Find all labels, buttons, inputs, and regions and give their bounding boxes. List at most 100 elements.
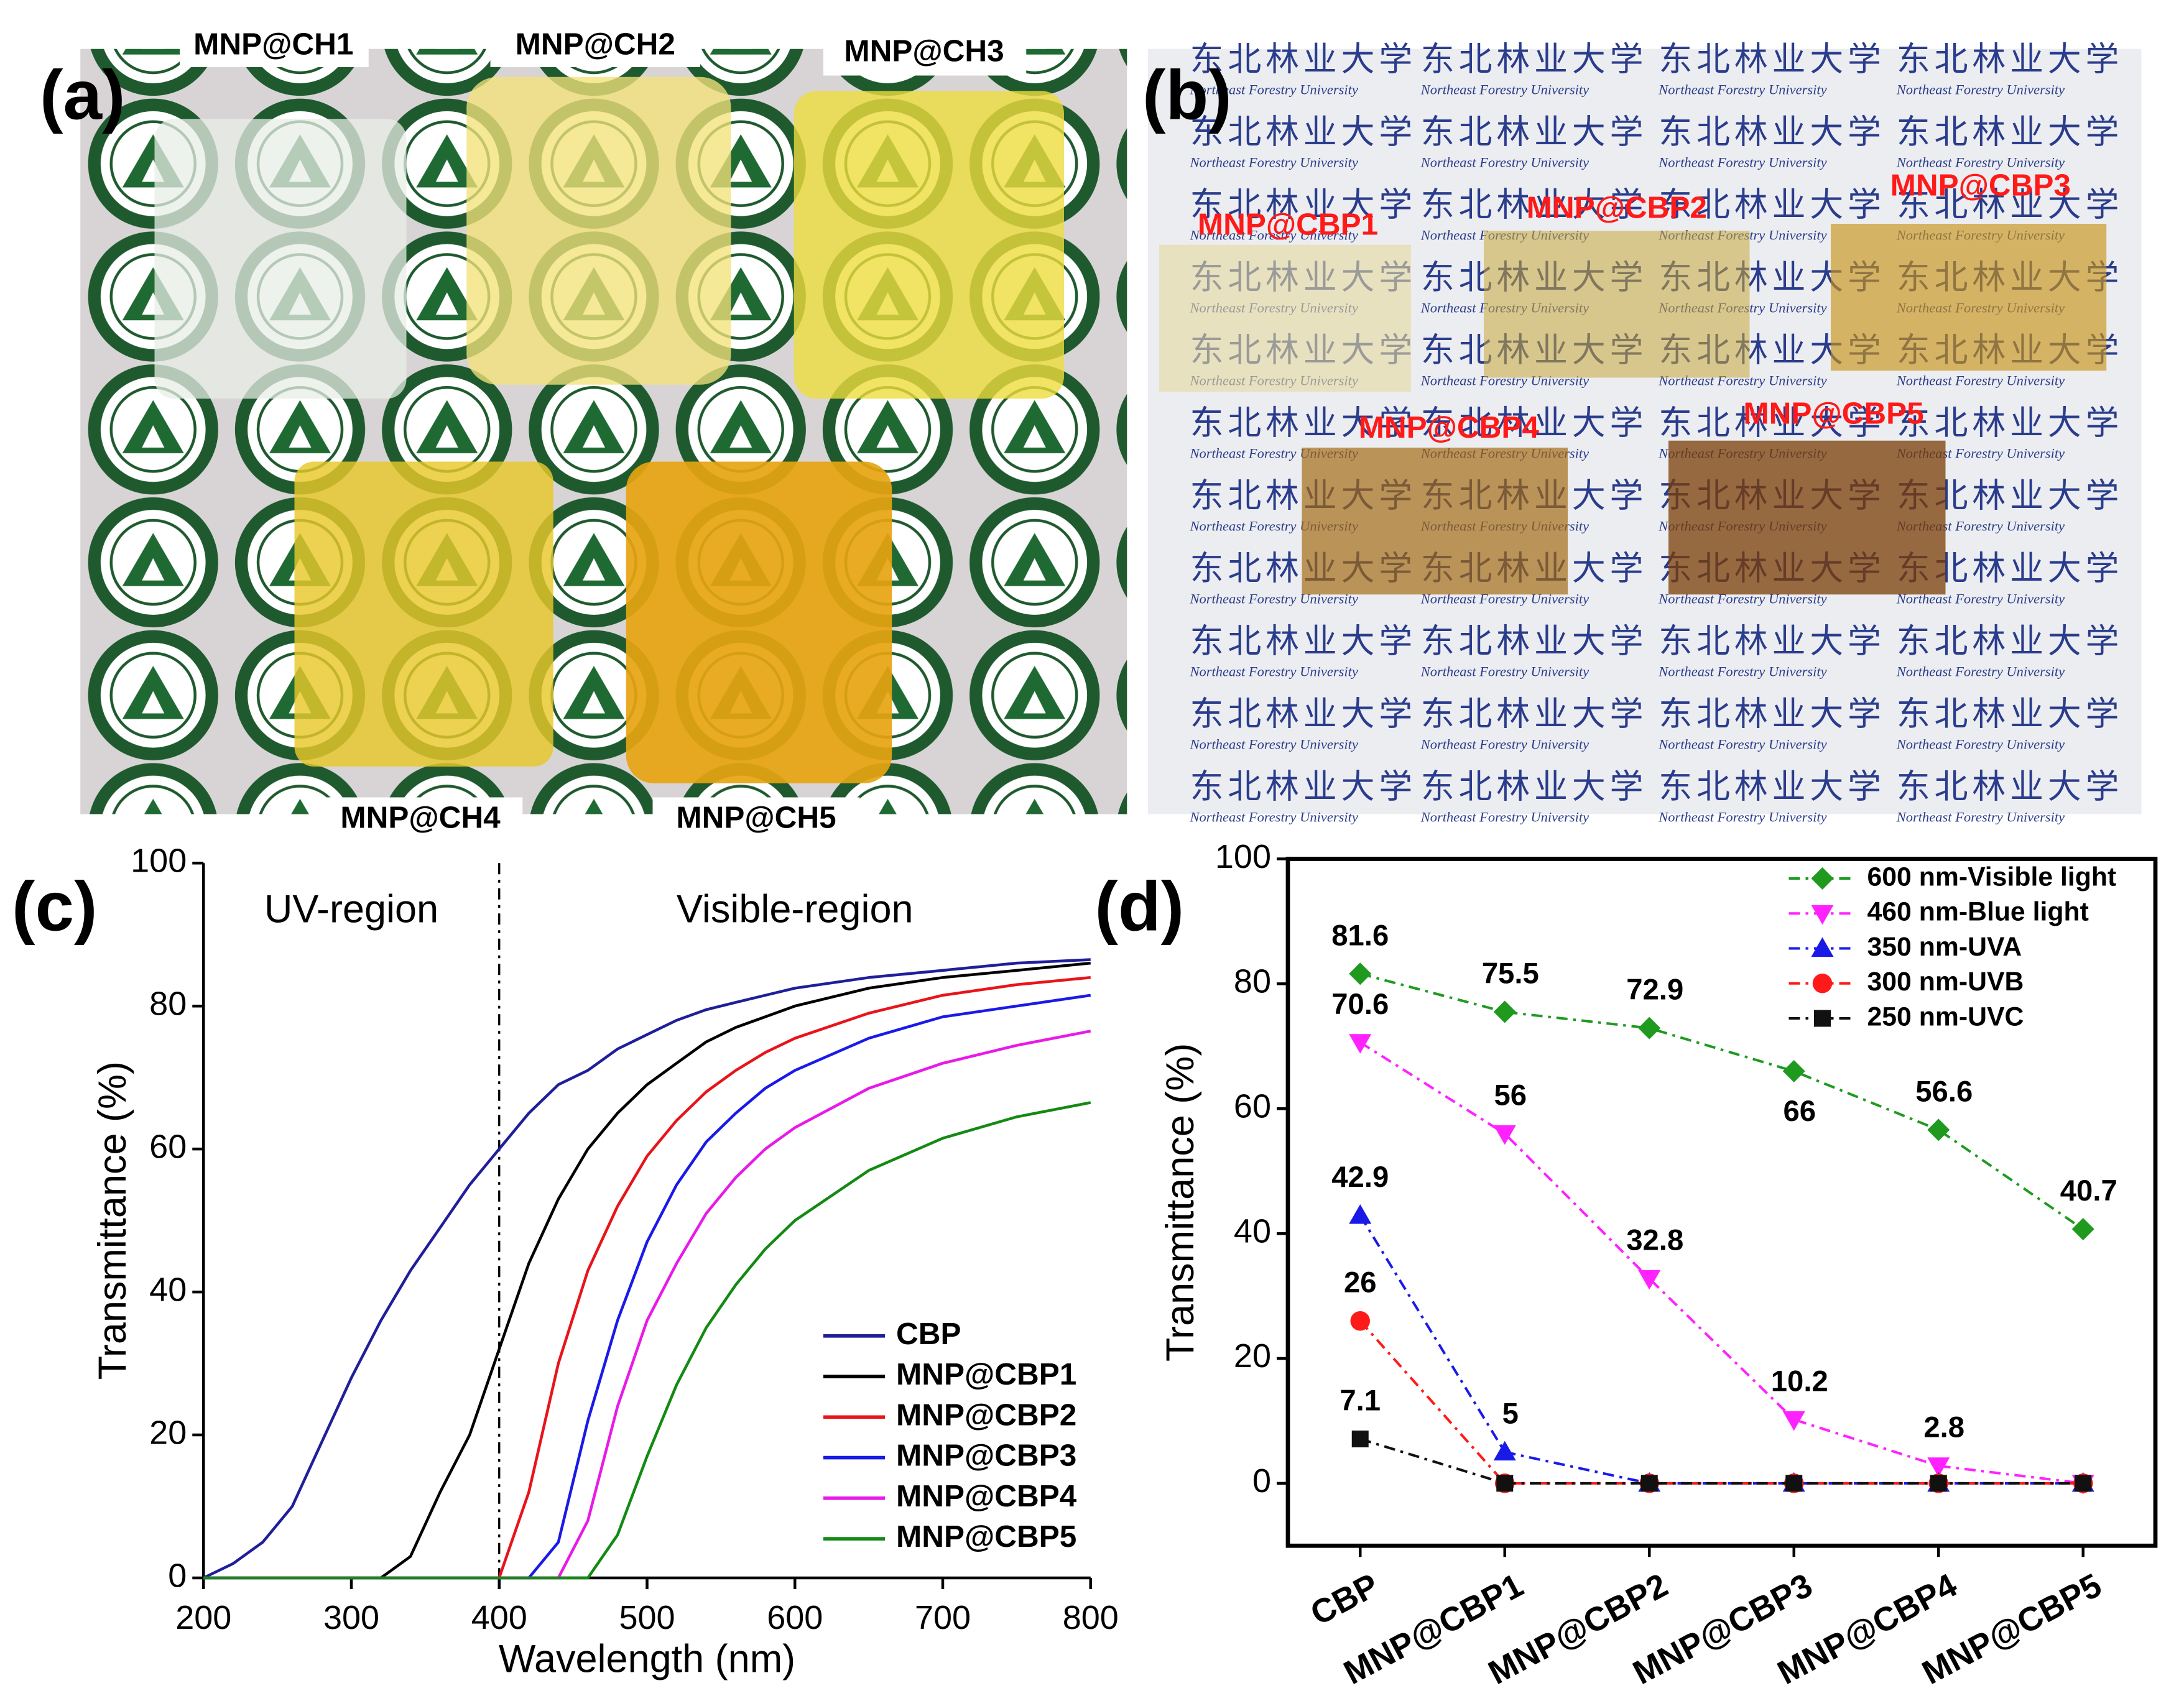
background-text-cn: 东北林业大学 — [1659, 114, 1886, 151]
background-text-en: Northeast Forestry University — [1420, 81, 1589, 97]
background-text-cn: 东北林业大学 — [1190, 114, 1417, 151]
data-label: 72.9 — [1626, 974, 1683, 1007]
background-text-en: Northeast Forestry University — [1896, 809, 2065, 824]
data-label: 5 — [1502, 1398, 1519, 1431]
background-text-en: Northeast Forestry University — [1896, 663, 2065, 679]
sample-label: MNP@CH5 — [676, 801, 836, 835]
y-tick-label: 40 — [1234, 1212, 1271, 1250]
background-text-cn: 东北林业大学 — [1190, 696, 1417, 733]
background-text-cn: 东北林业大学 — [1421, 187, 1648, 224]
data-point — [1349, 1204, 1372, 1224]
background-text-cn: 东北林业大学 — [1421, 623, 1648, 660]
legend-label: MNP@CBP4 — [896, 1479, 1077, 1513]
y-tick-label: 20 — [1234, 1337, 1271, 1375]
data-label: 81.6 — [1331, 919, 1389, 952]
data-point — [1927, 1457, 1950, 1477]
y-tick-label: 100 — [1215, 838, 1271, 875]
y-axis-title: Transmittance (%) — [91, 1061, 134, 1380]
panel-label: (a) — [40, 56, 126, 134]
data-label: 26 — [1344, 1266, 1377, 1299]
data-point — [2071, 1218, 2094, 1241]
x-tick-label: 600 — [767, 1599, 823, 1636]
sample-label: MNP@CBP2 — [1527, 191, 1707, 225]
background-text-cn: 东北林业大学 — [1190, 187, 1417, 224]
data-label: 7.1 — [1340, 1384, 1381, 1417]
sample-label: MNP@CBP1 — [1198, 208, 1378, 242]
sample-label: MNP@CH4 — [340, 801, 501, 835]
background-text-en: Northeast Forestry University — [1420, 736, 1589, 752]
data-point — [1927, 1118, 1950, 1141]
data-label: 32.8 — [1626, 1224, 1683, 1256]
x-axis-title: Wavelength (nm) — [499, 1638, 795, 1681]
x-tick-label: 400 — [471, 1599, 527, 1636]
background-text-cn: 东北林业大学 — [1659, 405, 1886, 442]
series-line — [1359, 1214, 2083, 1485]
data-label: 40.7 — [2060, 1174, 2117, 1207]
data-point — [1351, 1431, 1369, 1448]
annotation: Visible-region — [677, 888, 914, 931]
series-line — [203, 958, 1091, 1580]
data-point — [1493, 1125, 1516, 1145]
series-line — [1359, 1437, 2083, 1485]
data-point — [1930, 1475, 1947, 1492]
y-tick-label: 80 — [149, 985, 187, 1022]
background-text-cn: 东北林业大学 — [1421, 768, 1648, 806]
sample-label: MNP@CH3 — [844, 34, 1004, 68]
plot-frame — [1285, 857, 2158, 1548]
sample — [466, 76, 731, 385]
x-tick-label: 200 — [175, 1599, 231, 1636]
legend-label: MNP@CBP2 — [896, 1398, 1076, 1432]
background-text-en: Northeast Forestry University — [1190, 81, 1358, 97]
background-text-cn: 东北林业大学 — [1897, 768, 2124, 806]
data-point — [1638, 1016, 1661, 1040]
series-line — [203, 1101, 1091, 1580]
data-label: 75.5 — [1482, 957, 1539, 990]
data-point — [1493, 1000, 1516, 1023]
background-text-cn: 东北林业大学 — [1190, 405, 1417, 442]
background-text-cn: 东北林业大学 — [1659, 623, 1886, 660]
background-text-cn: 东北林业大学 — [1897, 41, 2124, 78]
background-text-cn: 东北林业大学 — [1421, 41, 1648, 78]
background-text-cn: 东北林业大学 — [1659, 696, 1886, 733]
series-line — [1359, 972, 2084, 1230]
background-text-cn: 东北林业大学 — [1659, 187, 1886, 224]
y-tick-label: 60 — [149, 1128, 187, 1165]
background-text-en: Northeast Forestry University — [1896, 81, 2065, 97]
x-tick-label: 500 — [619, 1599, 675, 1636]
background-text-en: Northeast Forestry University — [1658, 809, 1826, 824]
background-text-en: Northeast Forestry University — [1420, 809, 1589, 824]
x-tick-label: 800 — [1063, 1599, 1119, 1636]
background-text-en: Northeast Forestry University — [1658, 154, 1826, 170]
data-label: 70.6 — [1331, 988, 1389, 1021]
legend-label: CBP — [896, 1317, 961, 1351]
photo-a: MNP@CH1 MNP@CH2 MNP@CH3 MNP@CH4 MNP@CH5 — [80, 25, 1127, 842]
legend-label: MNP@CBP1 — [896, 1357, 1076, 1391]
background-text-cn: 东北林业大学 — [1190, 41, 1417, 78]
data-point — [1814, 1010, 1831, 1027]
data-point — [1811, 867, 1834, 890]
background-text-en: Northeast Forestry University — [1190, 663, 1358, 679]
panel-label: (c) — [12, 867, 98, 946]
legend-label: 300 nm-UVB — [1867, 967, 2024, 997]
data-point — [1493, 1441, 1516, 1461]
background-text-en: Northeast Forestry University — [1658, 736, 1826, 752]
data-point — [1785, 1475, 1803, 1492]
panel-label: (d) — [1095, 867, 1185, 946]
background-text-en: Northeast Forestry University — [1420, 154, 1589, 170]
y-tick-label: 40 — [149, 1271, 187, 1308]
data-point — [1349, 1034, 1372, 1054]
background-text-cn: 东北林业大学 — [1897, 696, 2124, 733]
background-text-en: Northeast Forestry University — [1896, 736, 2065, 752]
sample — [626, 461, 892, 783]
data-point — [2075, 1475, 2092, 1492]
sample-label: MNP@CBP3 — [1890, 168, 2071, 203]
background-text-en: Northeast Forestry University — [1896, 154, 2065, 170]
background-text-cn: 东北林业大学 — [1190, 768, 1417, 806]
legend-label: 460 nm-Blue light — [1867, 897, 2089, 927]
sample — [154, 119, 407, 399]
background-text-cn: 东北林业大学 — [1897, 623, 2124, 660]
background-text-en: Northeast Forestry University — [1658, 663, 1826, 679]
background-text-en: Northeast Forestry University — [1190, 736, 1358, 752]
sample-label: MNP@CH1 — [193, 27, 353, 61]
series-line — [1359, 1041, 2083, 1485]
